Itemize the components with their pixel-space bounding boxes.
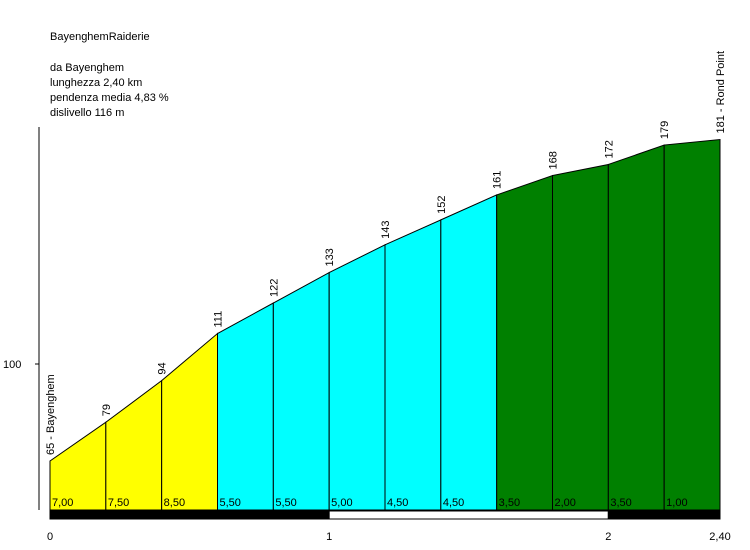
x-tick-label: 1 [326,531,332,543]
gradient-label: 2,00 [555,497,576,509]
gradient-label: 5,00 [331,497,352,509]
elevation-label: 79 [101,404,113,416]
profile-segment [272,271,330,511]
profile-segment [552,163,609,511]
length-label: lunghezza 2,40 km [50,77,143,89]
elevation-label: 94 [157,362,169,374]
gradient-label: 5,50 [275,497,296,509]
x-tick-label: 2 [605,531,611,543]
elevation-label: 172 [603,140,615,158]
elevation-label: 122 [268,279,280,297]
profile-segment [105,379,163,511]
profile-segment [217,302,274,511]
gradient-label: 4,50 [387,497,408,509]
elevation-gain-label: dislivello 116 m [50,107,125,119]
profile-segment [384,219,442,511]
gradient-label: 4,50 [443,497,464,509]
elevation-label: 161 [492,171,504,189]
gradient-label: 3,50 [499,497,520,509]
elevation-label: 152 [436,196,448,214]
elevation-label: 65 - Bayenghem [45,374,57,455]
profile-segment [496,174,553,511]
start-label: da Bayenghem [50,62,124,74]
elevation-label: 179 [659,121,671,139]
profile-segment [663,138,721,511]
km-scale-block [607,510,721,520]
gradient-label: 3,50 [610,497,631,509]
gradient-label: 7,00 [52,497,73,509]
profile-segment [607,144,665,511]
km-scale-block [49,510,330,520]
elevation-label: 181 - Rond Point [715,51,727,134]
profile-segment [440,194,498,511]
profile-segment [161,332,218,511]
profile-segment [328,244,386,511]
elevation-label: 143 [380,220,392,238]
gradient-label: 5,50 [220,497,241,509]
x-tick-label: 0 [47,531,53,543]
gradient-label: 8,50 [164,497,185,509]
gradient-label: 7,50 [108,497,129,509]
elevation-label: 168 [548,151,560,169]
km-scale-block [328,510,609,520]
gradient-label: 1,00 [666,497,687,509]
avg-gradient-label: pendenza media 4,83 % [50,92,169,104]
x-tick-label: 2,40 [709,531,730,543]
elevation-label: 133 [324,248,336,266]
y-tick-label: 100 [3,359,21,371]
elevation-label: 111 [213,311,225,328]
chart-title: BayenghemRaiderie [50,31,150,43]
